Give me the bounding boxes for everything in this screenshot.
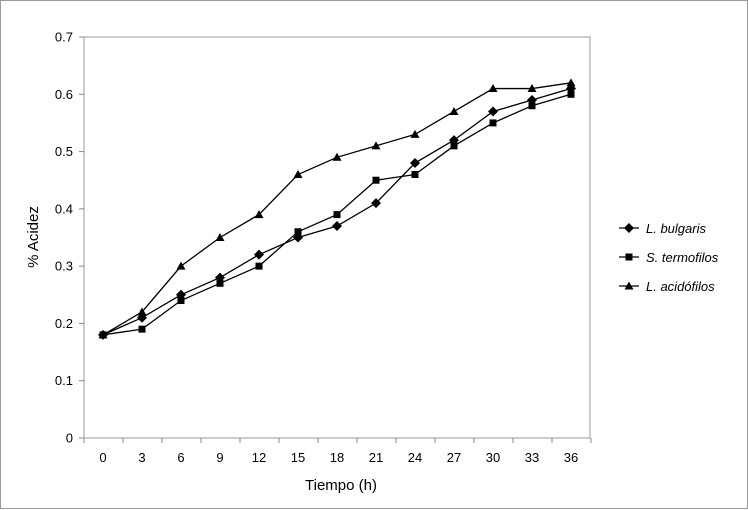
x-tick-label: 33 [525, 450, 539, 465]
series-layer [98, 78, 576, 340]
data-point-bulgaris [254, 249, 264, 260]
data-point-termofilos [450, 142, 458, 150]
x-tick-label: 24 [408, 450, 422, 465]
legend: L. bulgaris S. termofilos L. acidófilos [619, 221, 719, 294]
legend-label-termofilos: S. termofilos [646, 250, 719, 265]
x-tick-label: 6 [177, 450, 184, 465]
x-tick-label: 9 [216, 450, 223, 465]
x-tick-label: 15 [291, 450, 305, 465]
legend-marker-acidofilos [624, 281, 634, 290]
data-point-acidofilos [176, 261, 186, 270]
data-point-termofilos [567, 90, 575, 98]
plot-area [83, 36, 591, 439]
data-point-acidofilos [293, 169, 303, 178]
data-point-bulgaris [332, 221, 342, 232]
x-tick-label: 27 [447, 450, 461, 465]
data-point-termofilos [528, 102, 536, 110]
y-tick-label: 0.4 [55, 201, 73, 216]
y-tick-label: 0.7 [55, 30, 73, 45]
y-axis-ticks: 0 0.1 0.2 0.3 0.4 0.5 0.6 0.7 [55, 30, 84, 446]
x-axis-ticks: 0 3 6 9 12 15 18 21 24 27 30 33 36 [83, 438, 592, 465]
x-tick-label: 0 [99, 450, 106, 465]
data-point-termofilos [255, 262, 263, 270]
data-point-termofilos [177, 297, 185, 305]
data-point-termofilos [411, 170, 419, 178]
data-point-acidofilos [371, 141, 381, 150]
x-tick-label: 12 [252, 450, 266, 465]
data-point-termofilos [372, 176, 380, 184]
data-point-termofilos [333, 211, 341, 219]
legend-marker-termofilos [625, 253, 633, 261]
legend-marker-bulgaris [624, 223, 634, 233]
legend-label-acidofilos: L. acidófilos [646, 279, 715, 294]
data-point-acidofilos [332, 152, 342, 161]
data-point-bulgaris [410, 158, 420, 169]
data-point-acidofilos [137, 307, 147, 316]
data-point-bulgaris [371, 198, 381, 209]
data-point-acidofilos [215, 233, 225, 241]
y-tick-label: 0.5 [55, 144, 73, 159]
data-point-termofilos [138, 325, 146, 333]
x-tick-label: 36 [564, 450, 578, 465]
series-acidofilos [98, 78, 576, 339]
y-tick-label: 0.6 [55, 87, 73, 102]
y-axis-title: % Acidez [25, 206, 42, 268]
y-tick-label: 0.2 [55, 316, 73, 331]
legend-label-bulgaris: L. bulgaris [646, 221, 706, 236]
x-tick-label: 18 [330, 450, 344, 465]
data-point-bulgaris [488, 106, 498, 117]
x-tick-label: 21 [369, 450, 383, 465]
y-tick-label: 0.1 [55, 373, 73, 388]
data-point-acidofilos [410, 129, 420, 138]
x-axis-title: Tiempo (h) [305, 477, 377, 494]
series-line-acidofilos [102, 82, 572, 336]
data-point-acidofilos [566, 78, 576, 87]
data-point-acidofilos [449, 106, 459, 115]
data-point-termofilos [489, 119, 497, 127]
x-tick-label: 30 [486, 450, 500, 465]
y-tick-label: 0.3 [55, 259, 73, 274]
x-tick-label: 3 [138, 450, 145, 465]
data-point-termofilos [294, 228, 302, 236]
data-point-acidofilos [254, 210, 264, 219]
data-point-acidofilos [98, 330, 108, 339]
data-point-acidofilos [527, 84, 537, 93]
y-tick-label: 0 [66, 431, 73, 446]
data-point-termofilos [216, 279, 224, 287]
data-point-acidofilos [488, 84, 498, 93]
